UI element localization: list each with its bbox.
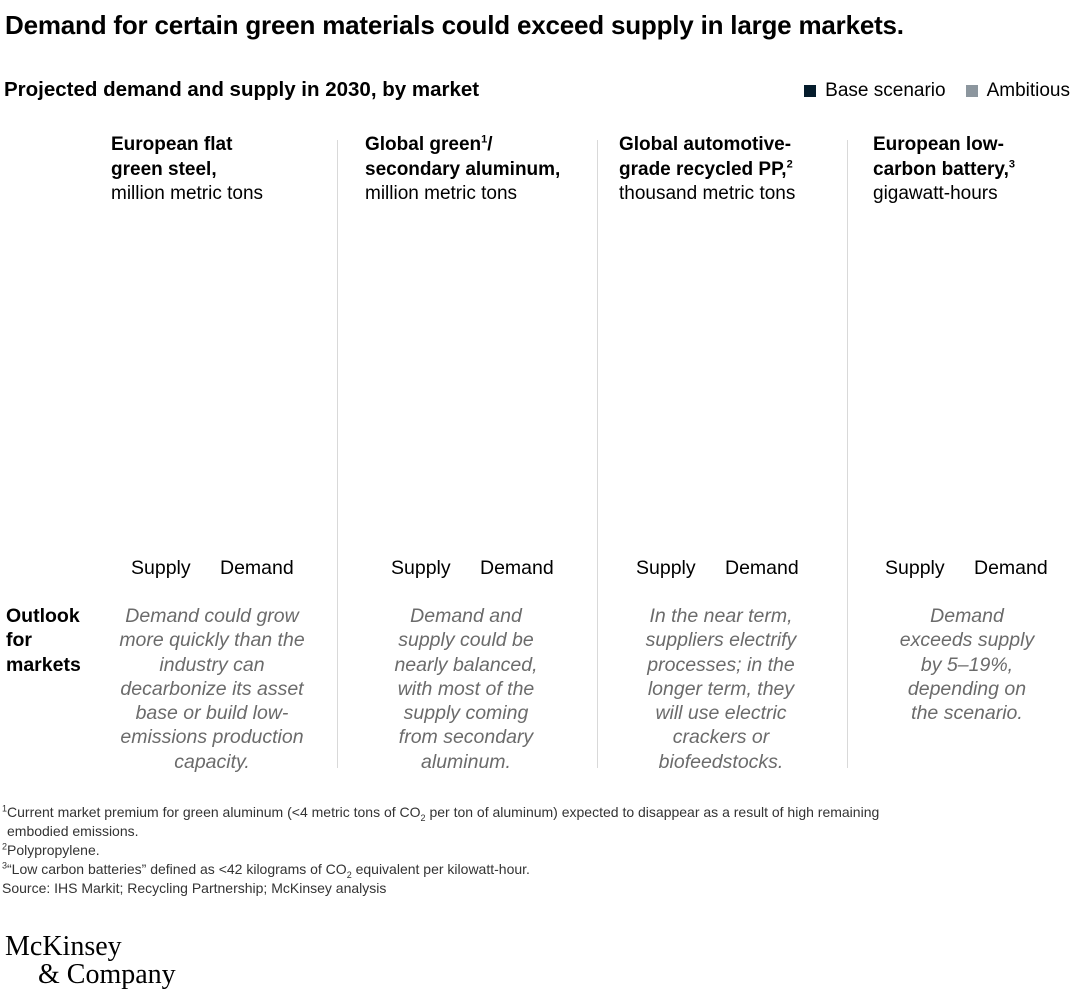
column-divider xyxy=(847,140,848,768)
legend-item-ambitious: Ambitious xyxy=(965,80,1070,102)
footnote-3: 3“Low carbon batteries” defined as <42 k… xyxy=(2,860,530,880)
market-header-steel: European flat green steel, million metric… xyxy=(111,133,336,207)
legend-swatch-base xyxy=(804,85,817,97)
footnote-1-cont: embodied emissions. xyxy=(7,823,139,839)
supply-label: Supply xyxy=(885,557,945,579)
supply-label: Supply xyxy=(131,557,191,579)
market-unit: gigawatt-hours xyxy=(873,183,998,204)
legend-label-ambitious: Ambitious xyxy=(986,80,1070,101)
market-header-aluminum: Global green1/secondary aluminum, millio… xyxy=(365,133,585,207)
outlook-aluminum: Demand and supply could be nearly balanc… xyxy=(394,605,538,773)
legend-swatch-ambitious xyxy=(965,85,978,97)
supply-label: Supply xyxy=(636,557,696,579)
demand-label: Demand xyxy=(220,557,294,579)
legend-label-base: Base scenario xyxy=(825,80,946,101)
logo-line1: McKinsey xyxy=(5,931,122,962)
outlook-pp: In the near term, suppliers electrify pr… xyxy=(645,605,797,773)
chart-subtitle: Projected demand and supply in 2030, by … xyxy=(4,78,480,101)
market-name: Global automotive-grade recycled PP,2 xyxy=(619,134,793,180)
demand-label: Demand xyxy=(974,557,1048,579)
column-divider xyxy=(597,140,598,768)
market-name: European flat green steel, xyxy=(111,134,233,180)
outlook-battery: Demand exceeds supply by 5–19%, dependin… xyxy=(899,605,1035,725)
market-header-pp: Global automotive-grade recycled PP,2 th… xyxy=(619,133,839,207)
footnote-ref: 2 xyxy=(786,158,793,171)
demand-label: Demand xyxy=(480,557,554,579)
demand-label: Demand xyxy=(725,557,799,579)
column-divider xyxy=(337,140,338,768)
outlook-label: Outlook for markets xyxy=(6,605,81,676)
supply-label: Supply xyxy=(391,557,451,579)
outlook-steel: Demand could grow more quickly than the … xyxy=(119,605,305,773)
market-header-battery: European low-carbon battery,3 gigawatt-h… xyxy=(873,133,1073,207)
footnote-ref: 1 xyxy=(481,133,488,146)
footnote-ref: 3 xyxy=(1008,158,1015,171)
logo-line2: & Company xyxy=(38,959,176,990)
market-unit: million metric tons xyxy=(111,183,264,204)
source-note: Source: IHS Markit; Recycling Partnershi… xyxy=(2,880,387,896)
market-name: Global green1/secondary aluminum, xyxy=(365,133,561,180)
footnote-2: 2Polypropylene. xyxy=(2,841,100,858)
footnote-1: 1Current market premium for green alumin… xyxy=(2,803,880,823)
market-unit: million metric tons xyxy=(365,183,518,204)
legend: Base scenario Ambitious xyxy=(784,80,1070,102)
legend-item-base: Base scenario xyxy=(804,80,946,102)
market-unit: thousand metric tons xyxy=(619,183,796,204)
footnotes: 1Current market premium for green alumin… xyxy=(2,803,962,898)
mckinsey-logo: McKinsey & Company xyxy=(5,933,176,989)
market-name: European low-carbon battery,3 xyxy=(873,134,1015,180)
chart-title: Demand for certain green materials could… xyxy=(5,10,904,40)
